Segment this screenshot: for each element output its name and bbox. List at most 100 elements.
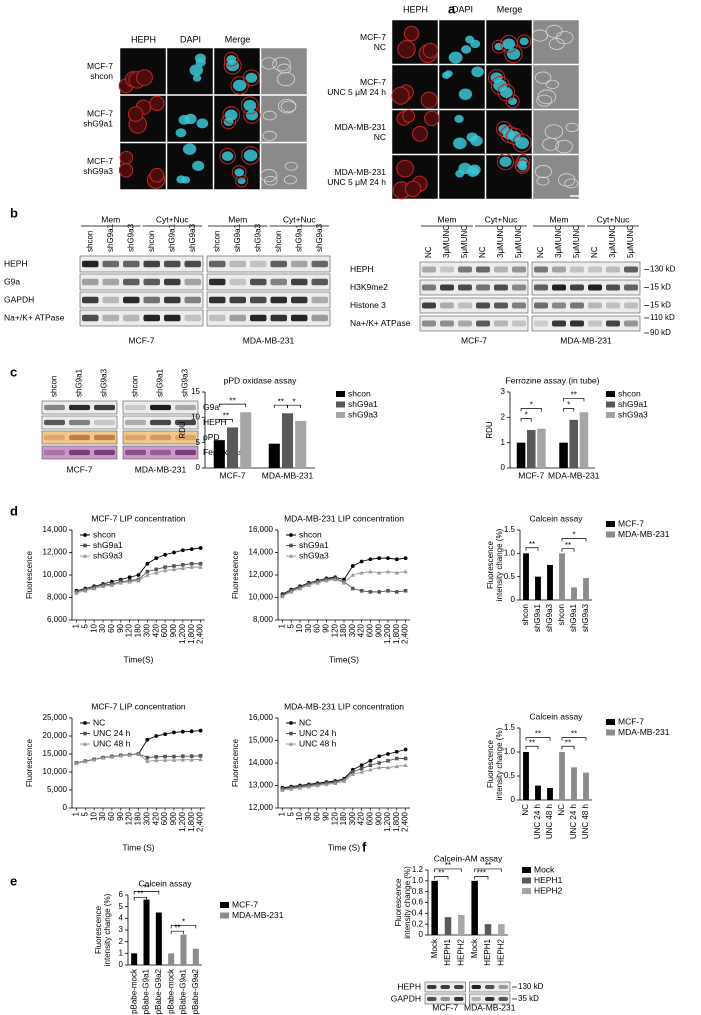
row-label: G9a [4, 276, 20, 286]
bar [226, 427, 239, 468]
point [145, 755, 150, 760]
x-tick-label: 420 [357, 811, 366, 825]
legend-swatch [606, 391, 615, 397]
point [163, 732, 168, 737]
row-label: NC [374, 42, 386, 52]
blot-band [94, 419, 115, 426]
cell-phase [283, 175, 297, 185]
cell-phase [536, 176, 550, 186]
blot-band [102, 260, 119, 268]
blot-band [125, 449, 146, 456]
blot-band [69, 434, 90, 441]
nucleus [461, 45, 472, 54]
point [91, 586, 97, 591]
cell-membrane [127, 106, 144, 122]
cell-membrane [497, 83, 516, 102]
nucleus [182, 143, 197, 155]
significance-label: ** [445, 861, 451, 870]
blot-band [125, 419, 146, 426]
cell-phase [536, 94, 553, 107]
column-header: Merge [225, 34, 251, 44]
cell-membrane [223, 51, 239, 67]
legend-swatch [336, 412, 345, 418]
x-tick-label: 1 [72, 623, 81, 628]
column-header: Merge [497, 4, 523, 14]
y-tick-label: 10,000 [249, 593, 274, 602]
micrograph [532, 64, 580, 110]
row-label: shcon [90, 71, 113, 81]
blot-strip [206, 255, 331, 273]
column-header: HEPH [131, 34, 156, 44]
cell-phase [260, 57, 278, 70]
y-tick-label: 0.4 [412, 908, 424, 917]
blot-band [471, 985, 481, 989]
bar [471, 880, 478, 935]
size-marker: 15 kD [650, 301, 671, 310]
nucleus [192, 74, 202, 82]
x-tick-label: 1,800 [392, 623, 401, 644]
blot-strip [424, 993, 466, 1005]
row-label: MCF-7 [87, 61, 113, 71]
y-tick-label: 15 [191, 387, 200, 396]
x-tick-label: 1,200 [178, 811, 187, 832]
y-tick-label: 0 [119, 960, 124, 969]
cell-membrane [512, 133, 532, 153]
blot-band [512, 266, 526, 273]
cell-membrane [219, 148, 236, 165]
x-tick-label: UNC 24 h [533, 804, 542, 839]
cell-membrane [222, 106, 241, 124]
point [377, 590, 381, 594]
point [198, 728, 203, 733]
nucleus [226, 55, 237, 64]
blot-band [270, 260, 287, 268]
point [118, 753, 123, 758]
blot-band [229, 296, 246, 304]
blot-band [125, 404, 146, 411]
y-tick-label: 14,000 [249, 758, 274, 767]
x-tick-label: pBabe-mock [129, 968, 138, 1014]
row-label: Histone 3 [350, 300, 386, 310]
legend-marker [83, 731, 87, 736]
chart-title: MCF-7 LIP concentration [91, 513, 186, 523]
lane-label: shG9a1 [75, 368, 84, 397]
point [154, 556, 159, 561]
x-tick-label: shcon [521, 604, 530, 625]
legend-swatch [522, 867, 531, 873]
point [154, 755, 159, 759]
significance-bracket [563, 397, 585, 402]
x-tick-label: 600 [366, 623, 375, 637]
cell-membrane [404, 180, 422, 198]
significance-bracket [218, 419, 233, 423]
blot-band [175, 449, 196, 456]
legend-swatch [606, 401, 615, 408]
blot-band [606, 320, 620, 327]
x-tick-label: 420 [151, 623, 160, 637]
x-tick-label: HEPH2 [456, 938, 465, 965]
x-tick-label: shG9a1 [569, 603, 578, 632]
bar [523, 752, 529, 800]
nucleus [466, 132, 478, 143]
micrograph [260, 95, 308, 143]
legend-swatch [522, 877, 531, 884]
blot-band [606, 302, 620, 309]
legend-label: shcon [618, 388, 641, 398]
blot-band [44, 419, 65, 426]
blot-strip [419, 261, 529, 278]
blot-band [209, 314, 226, 322]
x-tick-label: shG9a3 [545, 603, 554, 632]
row-label: HEPH [4, 258, 28, 268]
y-tick-label: 15,000 [249, 736, 274, 745]
y-axis-label: intensity change (%) [495, 528, 504, 601]
lane-label: shcon [85, 231, 94, 252]
cell-phase [534, 71, 552, 84]
lane-label: 5μMUNC [626, 225, 635, 258]
point [280, 787, 285, 792]
blot-band [422, 320, 436, 327]
x-tick-label: shG9a3 [581, 603, 590, 632]
x-tick-label: 180 [134, 623, 143, 637]
y-tick-label: 2 [501, 412, 506, 421]
point [385, 569, 391, 574]
bar [431, 880, 438, 935]
blot-band [311, 278, 328, 286]
x-tick-label: 1,200 [178, 623, 187, 644]
